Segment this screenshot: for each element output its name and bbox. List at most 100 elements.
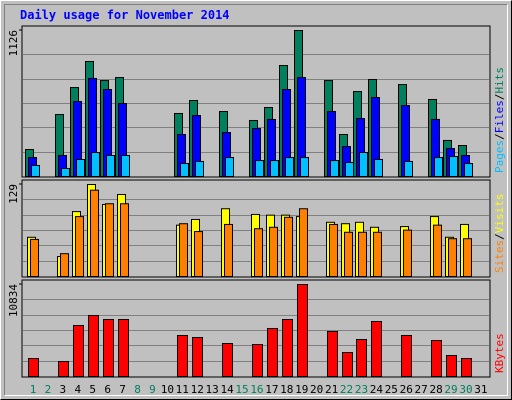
legend-separator: / <box>493 94 506 101</box>
bar <box>121 154 130 178</box>
bar <box>330 160 339 178</box>
bar <box>449 156 458 177</box>
legend-entry: Sites <box>493 240 506 273</box>
bar <box>88 314 99 377</box>
bar <box>30 238 39 278</box>
x-tick-label: 27 <box>415 383 428 396</box>
bar <box>433 224 442 278</box>
bar <box>299 208 308 277</box>
bar <box>448 238 457 278</box>
x-tick-label: 21 <box>325 383 338 396</box>
bar <box>195 160 204 178</box>
bar <box>270 160 279 178</box>
bar <box>356 338 367 377</box>
x-tick-label: 1 <box>30 383 37 396</box>
bar <box>106 154 115 178</box>
bar <box>373 231 382 277</box>
bar <box>404 160 413 178</box>
bar <box>28 357 39 377</box>
legend-entry: Hits <box>493 67 506 94</box>
legend-entry: KBytes <box>493 333 506 373</box>
x-tick-label: 6 <box>104 383 111 396</box>
x-tick-label: 13 <box>206 383 219 396</box>
bar <box>269 226 278 277</box>
bar <box>222 343 233 377</box>
x-tick-label: 30 <box>459 383 472 396</box>
bar <box>434 157 443 178</box>
bar <box>192 336 203 377</box>
bar <box>297 284 308 377</box>
y-tick-label: 10834 <box>7 284 20 317</box>
bar <box>255 160 264 178</box>
bar <box>31 164 40 177</box>
y-tick-label: 129 <box>7 184 20 204</box>
bar <box>446 354 457 378</box>
bar <box>282 318 293 378</box>
bar <box>401 334 412 377</box>
bar <box>90 189 99 277</box>
bar <box>91 152 100 178</box>
bar <box>58 360 69 378</box>
x-tick-label: 8 <box>134 383 141 396</box>
bar <box>252 343 263 378</box>
legend: KBytes <box>493 333 506 373</box>
bar <box>61 167 70 177</box>
x-tick-label: 11 <box>176 383 189 396</box>
x-tick-label: 5 <box>89 383 96 396</box>
legend-entry: Visits <box>493 194 506 234</box>
bar <box>179 223 188 277</box>
x-tick-label: 3 <box>60 383 67 396</box>
x-tick-label: 4 <box>74 383 81 396</box>
bar <box>358 231 367 277</box>
bar <box>284 216 293 277</box>
legend-entry: Files <box>493 100 506 133</box>
x-tick-label: 29 <box>444 383 457 396</box>
bevel <box>4 4 508 396</box>
x-tick-label: 14 <box>220 383 234 396</box>
bar <box>60 253 69 278</box>
bar <box>105 203 114 277</box>
bar <box>327 330 338 377</box>
legend-separator: / <box>493 233 506 240</box>
bar <box>120 203 129 277</box>
bar <box>177 334 188 377</box>
bar <box>118 318 129 378</box>
bar <box>403 229 412 278</box>
x-tick-label: 28 <box>429 383 442 396</box>
bar <box>254 228 263 278</box>
x-tick-label: 26 <box>400 383 413 396</box>
bar <box>329 223 338 278</box>
bar <box>103 318 114 378</box>
bar <box>225 157 234 178</box>
bar <box>76 159 85 177</box>
bar <box>180 163 189 178</box>
x-tick-label: 23 <box>355 383 368 396</box>
bar <box>374 159 383 177</box>
bevel <box>4 4 508 396</box>
x-tick-label: 2 <box>45 383 52 396</box>
bar <box>342 351 353 377</box>
x-tick-label: 7 <box>119 383 126 396</box>
bar <box>73 324 84 377</box>
bar <box>461 357 472 377</box>
x-tick-label: 19 <box>295 383 308 396</box>
bar <box>431 339 442 378</box>
x-tick-label: 20 <box>310 383 323 396</box>
x-tick-label: 10 <box>161 383 174 396</box>
bar <box>285 157 294 178</box>
x-tick-label: 22 <box>340 383 353 396</box>
bar <box>267 327 278 378</box>
x-tick-label: 25 <box>385 383 398 396</box>
x-tick-label: 24 <box>370 383 384 396</box>
legend-entry: Pages <box>493 140 506 173</box>
bar <box>345 161 354 177</box>
bar <box>463 238 472 278</box>
bar <box>75 216 84 277</box>
bar <box>224 223 233 278</box>
x-tick-label: 16 <box>250 383 263 396</box>
legend: Pages/Files/Hits <box>493 67 506 173</box>
x-tick-label: 18 <box>280 383 293 396</box>
x-tick-label: 9 <box>149 383 156 396</box>
